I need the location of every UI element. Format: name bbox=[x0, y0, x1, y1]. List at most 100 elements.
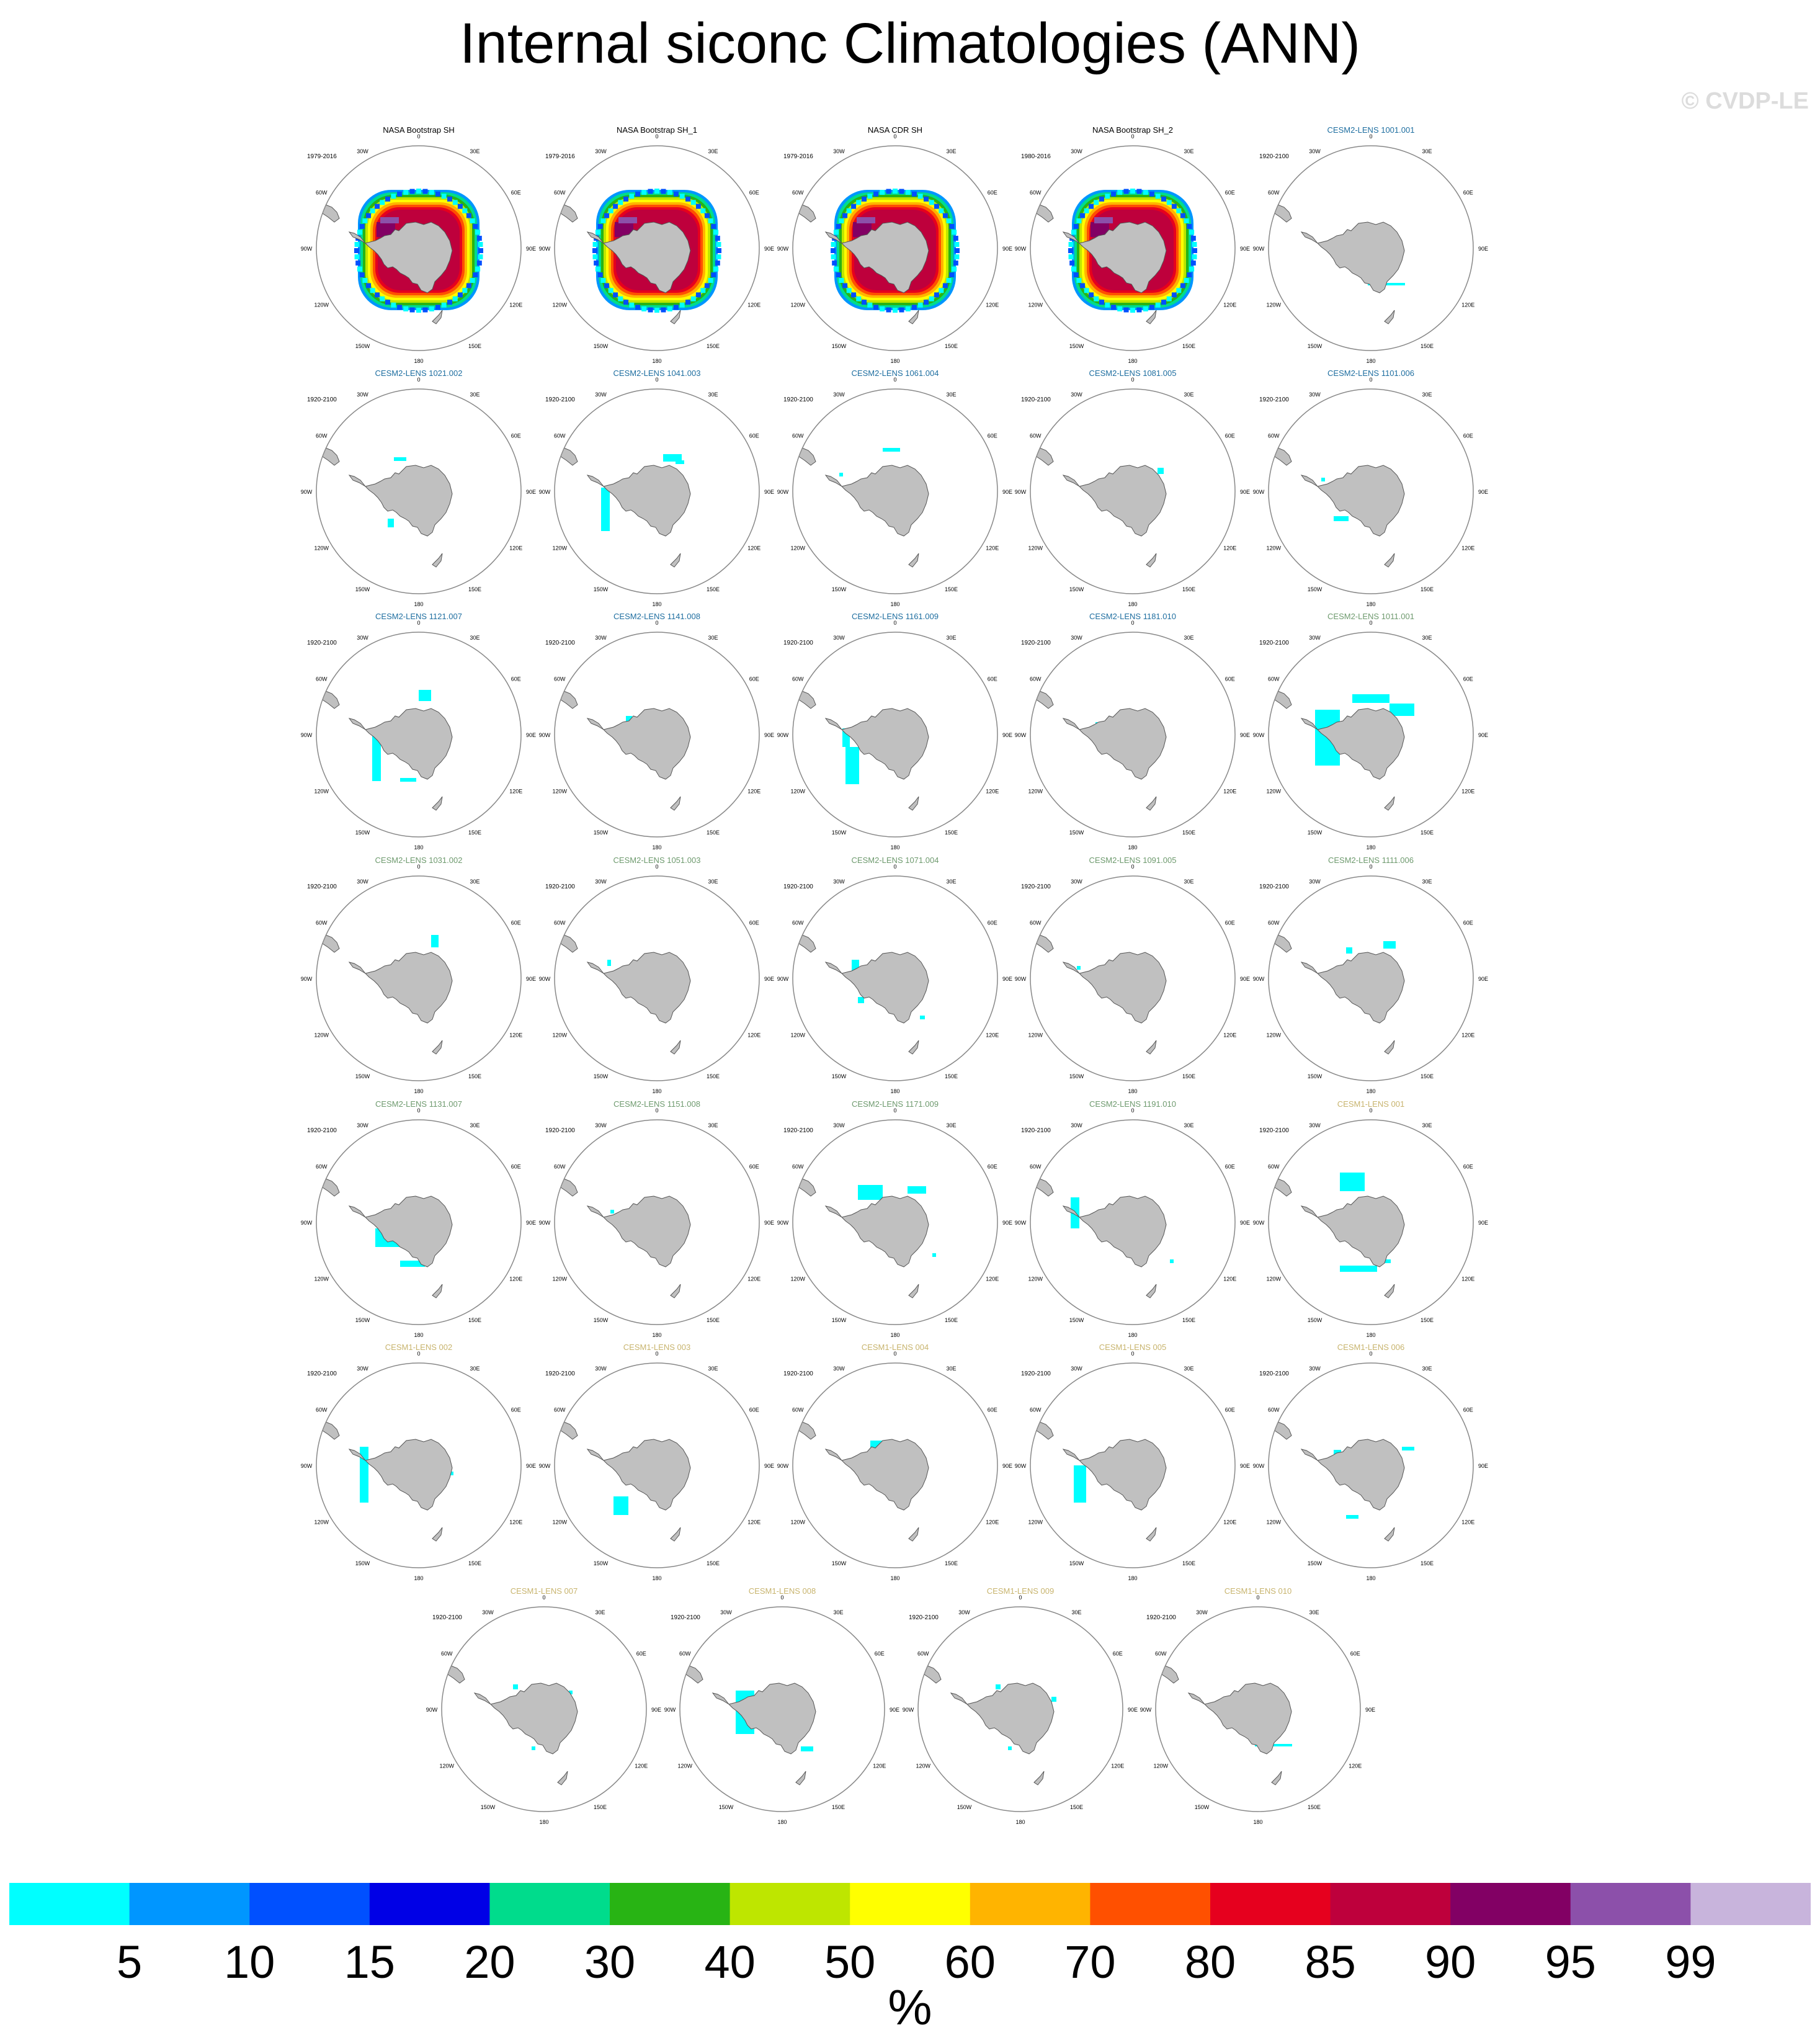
ice-edge-cell bbox=[946, 278, 952, 283]
antarctic-peninsula bbox=[711, 1692, 729, 1705]
new-zealand-land bbox=[670, 553, 681, 568]
polar-map: CESM2-LENS 1031.002 1920-2100 0 30E 60E 90E 12… bbox=[301, 856, 536, 1094]
longitude-label: 30W bbox=[1071, 635, 1082, 641]
longitude-label: 0 bbox=[1369, 620, 1372, 626]
ice-edge-cell bbox=[661, 189, 666, 194]
panel-period: 1920-2100 bbox=[1259, 1370, 1289, 1377]
ice-edge-cell bbox=[846, 208, 852, 213]
longitude-label: 180 bbox=[1128, 1575, 1137, 1581]
antarctic-peninsula bbox=[1187, 1692, 1205, 1705]
ice-patch bbox=[908, 1186, 926, 1194]
map-body bbox=[1030, 1363, 1235, 1568]
longitude-label: 150E bbox=[468, 829, 481, 836]
antarctic-peninsula bbox=[824, 475, 842, 487]
antarctic-peninsula bbox=[1300, 718, 1318, 730]
longitude-label: 120E bbox=[1223, 1032, 1236, 1039]
new-zealand-land bbox=[795, 1771, 806, 1785]
ice-edge-cell bbox=[708, 278, 713, 283]
longitude-label: 0 bbox=[1369, 1107, 1372, 1114]
longitude-label: 120E bbox=[509, 302, 522, 308]
colorbar-swatch bbox=[1570, 1883, 1691, 1925]
polar-map: CESM2-LENS 1161.009 1920-2100 0 30E 60E 90E 12… bbox=[777, 612, 1012, 851]
map-boundary bbox=[1030, 632, 1236, 838]
map-boundary bbox=[1030, 1362, 1236, 1568]
longitude-label: 30E bbox=[1184, 878, 1193, 885]
longitude-label: 60W bbox=[554, 920, 566, 926]
new-zealand-land bbox=[670, 1527, 681, 1542]
ice-edge-cell bbox=[429, 306, 434, 311]
ice-edge-cell bbox=[893, 308, 898, 313]
map-body bbox=[793, 632, 997, 837]
ice-patch bbox=[845, 747, 859, 784]
panel-title: CESM2-LENS 1161.009 bbox=[852, 612, 939, 621]
ice-edge-cell bbox=[1073, 272, 1079, 278]
longitude-label: 150W bbox=[1195, 1804, 1210, 1810]
longitude-label: 120W bbox=[790, 302, 805, 308]
longitude-label: 30E bbox=[470, 635, 480, 641]
polar-map: NASA Bootstrap SH 1979-2016 0 30E 60E 90E 120E… bbox=[301, 125, 536, 364]
polar-map: CESM1-LENS 003 1920-2100 0 30E 60E 90E 120E 150… bbox=[539, 1343, 774, 1581]
longitude-label: 30E bbox=[1309, 1609, 1319, 1616]
panel-period: 1920-2100 bbox=[307, 396, 337, 403]
colorbar-tick-label: 85 bbox=[1305, 1936, 1356, 1988]
ice-edge-cell bbox=[635, 305, 641, 310]
map-panel: CESM1-LENS 002 1920-2100 0 30E 60E 90E 120E 150… bbox=[295, 1341, 536, 1581]
map-boundary bbox=[1155, 1606, 1361, 1812]
panel-title: CESM2-LENS 1171.009 bbox=[852, 1099, 939, 1109]
longitude-label: 120E bbox=[747, 545, 761, 552]
ice-edge-cell bbox=[715, 236, 720, 241]
longitude-label: 0 bbox=[893, 1107, 896, 1114]
longitude-label: 30W bbox=[833, 878, 845, 885]
panel-title: CESM1-LENS 002 bbox=[385, 1343, 452, 1352]
map-boundary bbox=[554, 632, 760, 838]
longitude-label: 60W bbox=[554, 676, 566, 682]
longitude-label: 120W bbox=[552, 302, 567, 308]
ice-edge-cell bbox=[842, 213, 848, 218]
ice-edge-cell bbox=[880, 190, 885, 195]
ice-edge-cell bbox=[429, 190, 434, 195]
longitude-label: 120E bbox=[1461, 1276, 1474, 1282]
panel-title: CESM2-LENS 1001.001 bbox=[1327, 125, 1415, 135]
longitude-label: 0 bbox=[1131, 1107, 1134, 1114]
antarctic-peninsula bbox=[586, 718, 604, 730]
longitude-label: 120E bbox=[635, 1763, 648, 1769]
longitude-label: 30W bbox=[1309, 148, 1321, 154]
longitude-label: 180 bbox=[1128, 1088, 1137, 1094]
polar-map: CESM1-LENS 010 1920-2100 0 30E 60E 90E 120E 150… bbox=[1140, 1586, 1375, 1825]
antarctica-land bbox=[841, 1439, 929, 1511]
longitude-label: 60E bbox=[988, 920, 997, 926]
antarctic-peninsula bbox=[586, 475, 604, 487]
antarctica-land bbox=[728, 1683, 816, 1754]
ice-weddell-max bbox=[380, 217, 399, 223]
antarctic-peninsula bbox=[1300, 962, 1318, 974]
longitude-label: 0 bbox=[655, 377, 658, 383]
longitude-label: 60E bbox=[511, 190, 521, 196]
longitude-label: 60E bbox=[1225, 1164, 1235, 1170]
longitude-label: 90E bbox=[1240, 976, 1250, 982]
ice-patch bbox=[1390, 704, 1414, 716]
longitude-label: 90E bbox=[1002, 1220, 1012, 1226]
ice-edge-cell bbox=[1069, 260, 1075, 266]
polar-map: CESM2-LENS 1181.010 1920-2100 0 30E 60E 90E 12… bbox=[1015, 612, 1250, 851]
longitude-label: 180 bbox=[890, 844, 899, 851]
longitude-label: 30W bbox=[482, 1609, 494, 1616]
ice-edge-cell bbox=[1171, 203, 1177, 209]
ice-edge-cell bbox=[608, 288, 613, 293]
map-boundary bbox=[917, 1606, 1123, 1812]
ice-edge-cell bbox=[462, 288, 468, 293]
longitude-label: 150E bbox=[1421, 829, 1434, 836]
ice-patch bbox=[394, 457, 406, 461]
ice-edge-cell bbox=[1071, 266, 1076, 272]
ice-patch bbox=[372, 731, 381, 781]
longitude-label: 30E bbox=[708, 148, 718, 154]
ice-edge-cell bbox=[476, 260, 482, 266]
longitude-label: 180 bbox=[652, 1575, 661, 1581]
longitude-label: 180 bbox=[1366, 844, 1375, 851]
colorbar-swatch bbox=[610, 1883, 731, 1925]
ice-edge-cell bbox=[1123, 189, 1129, 194]
ice-edge-cell bbox=[713, 230, 719, 235]
colorbar-tick-label: 15 bbox=[344, 1936, 395, 1988]
map-boundary bbox=[1268, 145, 1474, 351]
ice-patch bbox=[1074, 1465, 1086, 1503]
new-zealand-land bbox=[432, 1527, 443, 1542]
